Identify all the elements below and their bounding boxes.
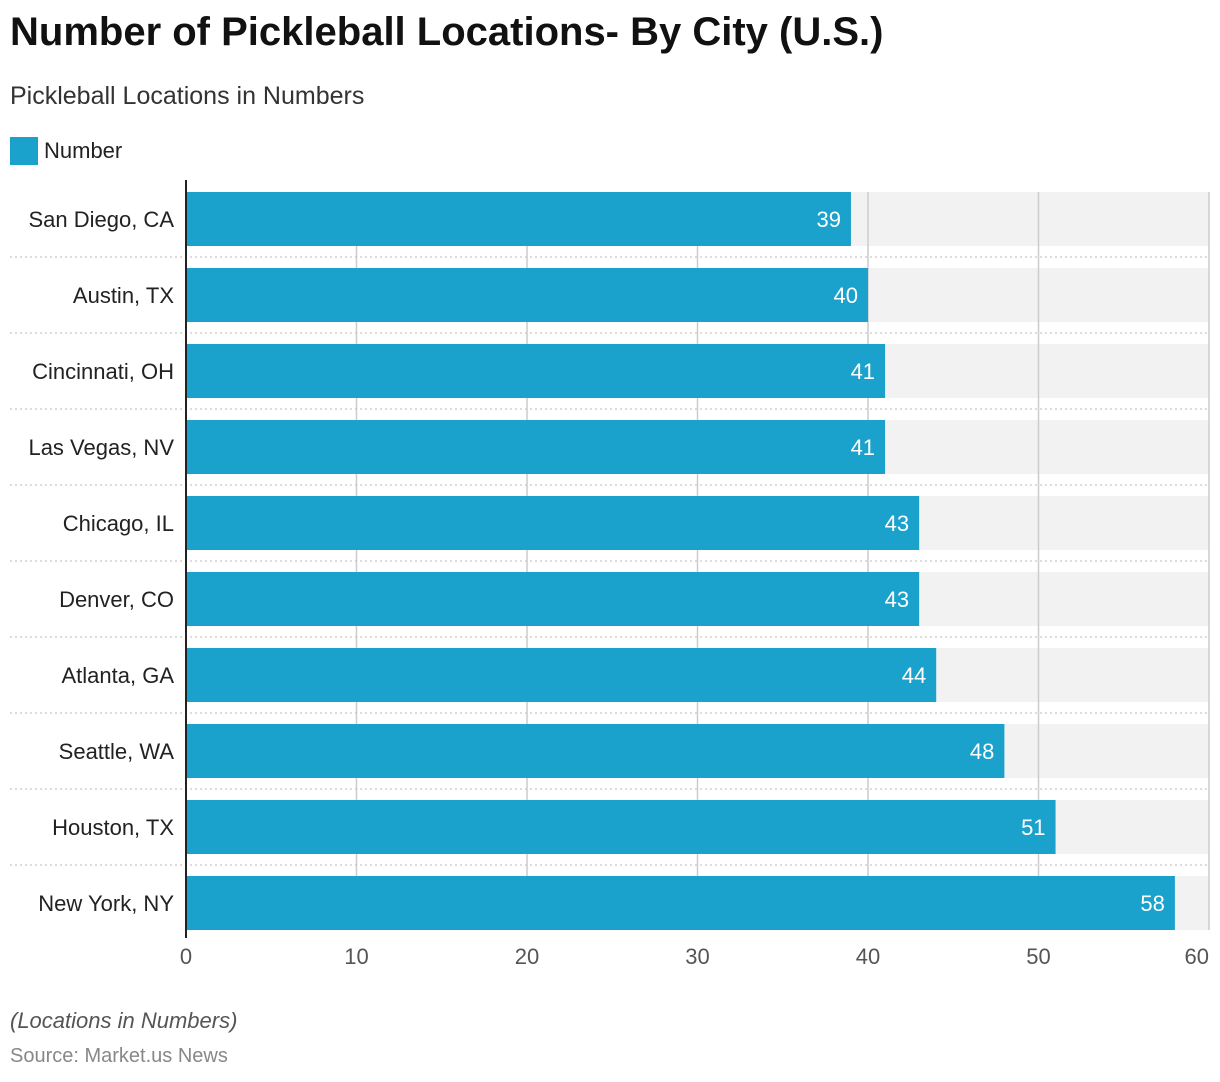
bar-value-label: 43 [885, 587, 909, 612]
source-note: Source: Market.us News [10, 1045, 228, 1067]
bar-value-label: 51 [1021, 815, 1045, 840]
legend-swatch [10, 137, 38, 165]
bar [186, 192, 851, 246]
bar [186, 268, 868, 322]
category-label: Cincinnati, OH [32, 359, 174, 384]
bar [186, 876, 1175, 930]
bar-chart: 39 San Diego, CA 40 Austin, TX 41 Cincinnati,… [10, 180, 1210, 969]
bar [186, 648, 937, 702]
legend: Number [10, 137, 122, 165]
bar [186, 344, 886, 398]
category-label: Atlanta, GA [61, 663, 174, 688]
x-tick-label: 10 [344, 944, 368, 969]
legend-label: Number [44, 138, 123, 163]
x-tick-label: 40 [856, 944, 880, 969]
x-tick-label: 0 [180, 944, 192, 969]
bar [186, 572, 920, 626]
bar-value-label: 41 [851, 435, 875, 460]
category-label: Denver, CO [59, 587, 174, 612]
x-tick-label: 20 [515, 944, 539, 969]
bar-value-label: 40 [834, 283, 858, 308]
bar-value-label: 41 [851, 359, 875, 384]
bar [186, 724, 1005, 778]
bar-value-label: 48 [970, 739, 994, 764]
chart-title: Number of Pickleball Locations- By City … [10, 10, 884, 54]
category-label: Seattle, WA [59, 739, 175, 764]
bar [186, 800, 1056, 854]
category-label: Austin, TX [73, 283, 174, 308]
category-label: Houston, TX [52, 815, 174, 840]
bar-value-label: 58 [1140, 891, 1164, 916]
category-label: Las Vegas, NV [28, 435, 174, 460]
x-tick-label: 50 [1026, 944, 1050, 969]
footnote: (Locations in Numbers) [10, 1008, 238, 1033]
bar-value-label: 39 [816, 207, 840, 232]
category-label: San Diego, CA [28, 207, 174, 232]
chart-subtitle: Pickleball Locations in Numbers [10, 82, 365, 110]
bar [186, 496, 920, 550]
bar-value-label: 44 [902, 663, 926, 688]
bar [186, 420, 886, 474]
bar-value-label: 43 [885, 511, 909, 536]
category-label: New York, NY [38, 891, 174, 916]
x-tick-label: 60 [1185, 944, 1209, 969]
x-tick-label: 30 [685, 944, 709, 969]
category-label: Chicago, IL [63, 511, 174, 536]
